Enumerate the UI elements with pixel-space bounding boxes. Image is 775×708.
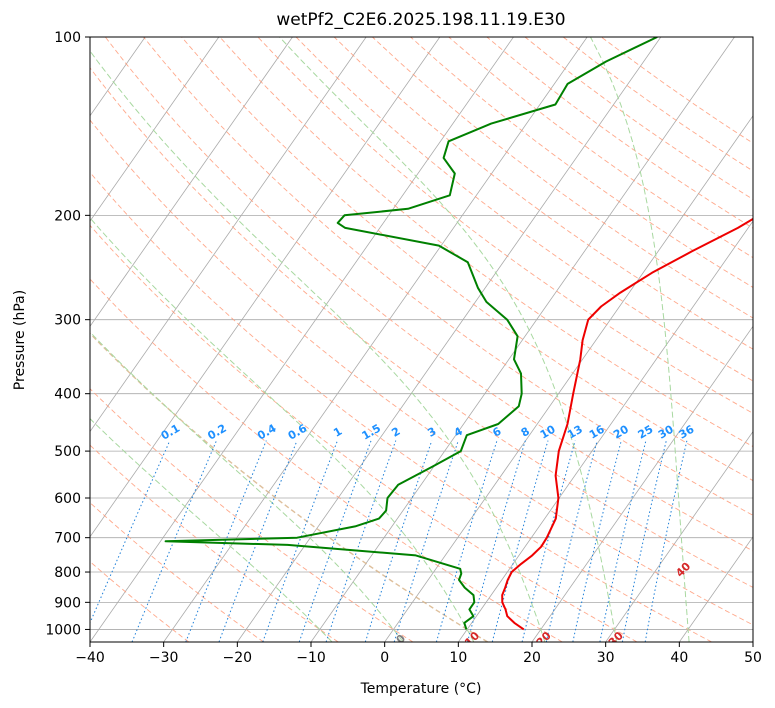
- x-axis-label: Temperature (°C): [360, 681, 482, 697]
- dewpoint-line: [166, 37, 658, 629]
- mixing-ratio-line: [492, 441, 548, 642]
- x-tick-label: 0: [380, 650, 389, 666]
- y-tick-label: 800: [54, 565, 81, 581]
- dry-adiabat-line: [0, 37, 264, 642]
- mixing-ratio-label: 1: [331, 425, 344, 440]
- isotherm-line: [237, 37, 661, 642]
- x-tick-label: −40: [75, 650, 105, 666]
- y-tick-label: 1000: [45, 622, 81, 638]
- mixing-ratio-label: 10: [538, 423, 558, 442]
- dry-adiabat-line: [182, 37, 775, 642]
- mixing-ratio-label: 8: [519, 425, 532, 440]
- mixing-ratio-line: [365, 441, 432, 642]
- x-tick-label: −30: [149, 650, 179, 666]
- mixing-ratio-label: 16: [587, 423, 607, 442]
- mixing-ratio-label: 0.4: [255, 421, 279, 442]
- y-tick-label: 500: [54, 444, 81, 460]
- mixing-ratio-label: 2: [389, 425, 402, 440]
- x-tick-label: 10: [449, 650, 467, 666]
- y-axis-ticks: 100 200 300 400 500 600 700 800 900 1000: [45, 30, 90, 638]
- isotherm-line: [90, 37, 514, 642]
- y-tick-label: 600: [54, 491, 81, 507]
- mixing-ratio-label: 3: [425, 425, 438, 440]
- mixing-ratio-line: [546, 441, 597, 642]
- isotherm-line: [0, 37, 366, 642]
- y-tick-label: 200: [54, 208, 81, 224]
- isotherm-line: [0, 37, 72, 642]
- x-axis-ticks: −40 −30 −20 −10 0 10 20 30 40 50: [75, 642, 762, 666]
- dry-adiabat-line: [0, 37, 413, 642]
- plot-frame: [90, 37, 753, 642]
- dry-adiabat-line: [0, 37, 488, 642]
- isotherm-line: [458, 37, 775, 642]
- isotherm-line: [753, 37, 775, 642]
- y-tick-label: 100: [54, 30, 81, 46]
- dry-adiabat-line: [601, 37, 775, 642]
- mixing-ratio-line: [600, 441, 646, 642]
- y-tick-label: 300: [54, 313, 81, 329]
- x-tick-label: −10: [296, 650, 326, 666]
- dry-adiabat-line: [144, 37, 775, 642]
- isotherm-line: [679, 37, 775, 642]
- dry-adiabat-line: [487, 37, 775, 642]
- dry-adiabat-line: [0, 37, 338, 642]
- isotherm-line: [385, 37, 775, 642]
- dry-adiabat-line: [411, 37, 775, 642]
- moist-adiabat-line: [0, 37, 332, 642]
- dry-adiabat-line: [449, 37, 775, 642]
- line-labels: 0.10.20.40.611.52346810131620253036-100-…: [0, 253, 697, 656]
- mixing-ratio-line: [263, 441, 338, 642]
- y-axis-label: Pressure (hPa): [12, 290, 28, 390]
- y-tick-label: 700: [54, 531, 81, 547]
- mixing-ratio-line: [326, 441, 396, 642]
- dry-adiabat-line: [0, 37, 189, 642]
- mixing-ratio-line: [82, 441, 170, 642]
- mixing-ratio-label: 25: [636, 423, 656, 442]
- y-tick-label: 400: [54, 387, 81, 403]
- moist-adiabat-label: 40: [673, 559, 693, 579]
- mixing-ratio-line: [522, 441, 575, 642]
- y-tick-label: 900: [54, 595, 81, 611]
- moist-adiabat-label: 30: [606, 629, 626, 649]
- dry-adiabat-line: [525, 37, 775, 642]
- dry-adiabat-line: [334, 37, 775, 642]
- moist-adiabat-line: [0, 37, 474, 642]
- mixing-ratio-label: 0.2: [205, 422, 228, 443]
- isotherm-line: [0, 37, 219, 642]
- background-lines: [0, 37, 775, 642]
- mixing-ratio-line: [299, 441, 371, 642]
- moist-adiabat-line: [0, 37, 403, 642]
- chart-title: wetPf2_C2E6.2025.198.11.19.E30: [276, 10, 565, 30]
- mixing-ratio-label: 20: [611, 423, 631, 442]
- mixing-ratio-line: [622, 441, 666, 642]
- moist-adiabat-label: 20: [534, 629, 554, 649]
- data-series: [166, 37, 775, 629]
- mixing-ratio-line: [468, 441, 526, 642]
- mixing-ratio-label: 36: [677, 423, 697, 442]
- x-tick-label: −20: [223, 650, 253, 666]
- x-tick-label: 50: [744, 650, 762, 666]
- moist-adiabat-line: [591, 37, 690, 642]
- mixing-ratio-label: 0.1: [159, 422, 182, 443]
- moist-adiabat-label: 0: [394, 632, 409, 647]
- x-tick-label: 20: [523, 650, 541, 666]
- isotherm-line: [606, 37, 775, 642]
- x-tick-label: 40: [670, 650, 688, 666]
- dry-adiabat-line: [372, 37, 775, 642]
- dry-adiabat-line: [105, 37, 775, 642]
- mixing-ratio-label: 6: [490, 424, 503, 439]
- x-tick-label: 30: [597, 650, 615, 666]
